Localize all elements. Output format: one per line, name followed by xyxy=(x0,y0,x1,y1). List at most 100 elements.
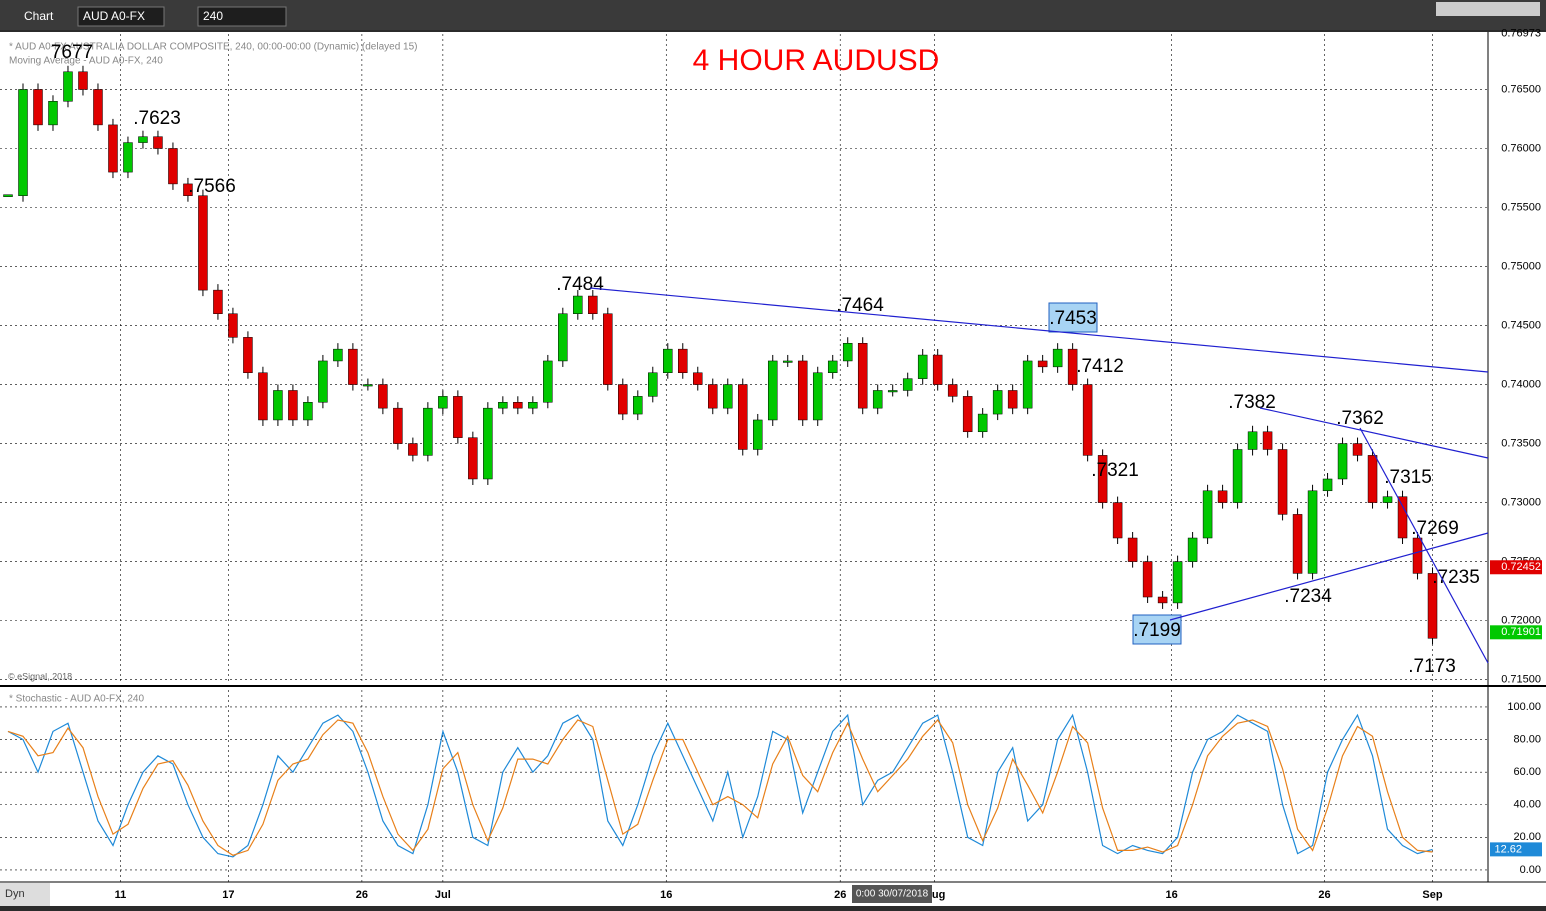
candle xyxy=(498,402,508,409)
annotation: .7234 xyxy=(1284,586,1332,607)
candle xyxy=(1037,360,1048,368)
y-tick-label: 80.00 xyxy=(1513,733,1541,745)
candle xyxy=(318,360,328,403)
candle xyxy=(168,148,178,185)
candle xyxy=(1112,502,1123,539)
candle xyxy=(408,443,418,456)
y-tick-label: 0.76000 xyxy=(1501,142,1541,154)
candle xyxy=(812,372,823,421)
credit: © eSignal, 2018 xyxy=(8,671,72,681)
x-tick-label: 16 xyxy=(1165,889,1177,901)
symbol-box[interactable] xyxy=(77,6,165,27)
pane-title: * Stochastic - AUD A0-FX, 240 xyxy=(9,694,144,705)
candle xyxy=(1322,478,1333,492)
annotation: .7362 xyxy=(1336,408,1384,429)
x-tick-label: Jul xyxy=(435,889,451,901)
candle xyxy=(723,384,733,409)
candle xyxy=(243,337,253,374)
crosshair-box xyxy=(852,885,932,903)
candle xyxy=(977,413,988,433)
x-tick-label: 26 xyxy=(356,889,368,901)
candle xyxy=(693,372,703,385)
candle xyxy=(183,183,193,196)
candle xyxy=(543,360,553,403)
candle xyxy=(752,419,763,450)
annotation: .7453 xyxy=(1049,308,1097,329)
x-tick-label: 17 xyxy=(222,889,234,901)
candle xyxy=(917,354,928,379)
candle xyxy=(1202,490,1213,539)
value-marker-label: 12.62 xyxy=(1494,843,1522,855)
candle xyxy=(1187,537,1198,562)
symbol[interactable]: AUD A0-FX xyxy=(83,9,145,23)
candle xyxy=(1337,443,1348,480)
candle xyxy=(528,402,538,409)
candle xyxy=(1082,384,1093,456)
annotation-box xyxy=(1048,302,1098,333)
mode-box[interactable] xyxy=(0,883,50,906)
candle xyxy=(1397,496,1408,539)
candle xyxy=(1412,537,1423,574)
candle xyxy=(48,101,58,126)
y-tick-label: 0.75500 xyxy=(1501,201,1541,213)
candle xyxy=(78,71,88,90)
trendline xyxy=(1359,427,1489,664)
candle xyxy=(513,402,523,409)
candle xyxy=(348,348,358,385)
candle xyxy=(363,384,373,387)
candle xyxy=(213,289,223,314)
candle xyxy=(603,313,613,385)
candle xyxy=(288,390,298,421)
crosshair-label: 0:00 30/07/2018 xyxy=(856,889,929,900)
candle xyxy=(1352,443,1363,456)
candle xyxy=(1067,348,1078,385)
candle xyxy=(1172,561,1183,604)
interval[interactable]: 240 xyxy=(203,9,223,23)
interval-box[interactable] xyxy=(197,6,287,27)
trendline xyxy=(1259,407,1489,459)
candle xyxy=(618,384,628,415)
candle xyxy=(1382,496,1393,503)
candle xyxy=(962,396,973,433)
candle xyxy=(887,390,898,393)
mode[interactable]: Dyn xyxy=(5,888,25,900)
candle xyxy=(992,390,1003,415)
price-marker xyxy=(1490,560,1542,575)
price-marker-label: 0.72452 xyxy=(1501,561,1541,573)
y-tick-label: 60.00 xyxy=(1513,766,1541,778)
candle xyxy=(273,390,283,421)
candle xyxy=(1262,431,1273,450)
candle xyxy=(108,124,118,173)
candle xyxy=(827,360,838,374)
stochastic-line xyxy=(7,719,1433,856)
trendlines xyxy=(589,287,1489,664)
candle xyxy=(558,313,568,362)
candle xyxy=(857,342,868,409)
candle xyxy=(63,71,73,102)
candle xyxy=(258,372,268,421)
annotation: .7173 xyxy=(1408,656,1456,677)
candle xyxy=(483,407,493,480)
candle xyxy=(333,348,343,362)
window-controls[interactable] xyxy=(1436,2,1540,16)
annotation: .7566 xyxy=(188,176,236,197)
annotation: .7321 xyxy=(1091,460,1139,481)
x-tick-label: 11 xyxy=(115,889,127,901)
value-marker xyxy=(1490,842,1542,857)
candle xyxy=(1007,390,1018,409)
y-tick-label: 0.74500 xyxy=(1501,319,1541,331)
annotation-box xyxy=(1132,614,1182,645)
y-tick-label: 0.74000 xyxy=(1501,378,1541,390)
annotation: .7484 xyxy=(556,274,604,295)
chart-title: 4 HOUR AUDUSD xyxy=(693,44,940,77)
price-marker-label: 0.71901 xyxy=(1501,626,1541,638)
candle xyxy=(872,390,883,409)
y-tick-label: 0.00 xyxy=(1520,864,1541,876)
candle xyxy=(1157,596,1168,604)
candle xyxy=(468,437,478,480)
y-tick-label: 0.76500 xyxy=(1501,83,1541,95)
candle xyxy=(93,89,103,126)
candle xyxy=(738,384,748,450)
